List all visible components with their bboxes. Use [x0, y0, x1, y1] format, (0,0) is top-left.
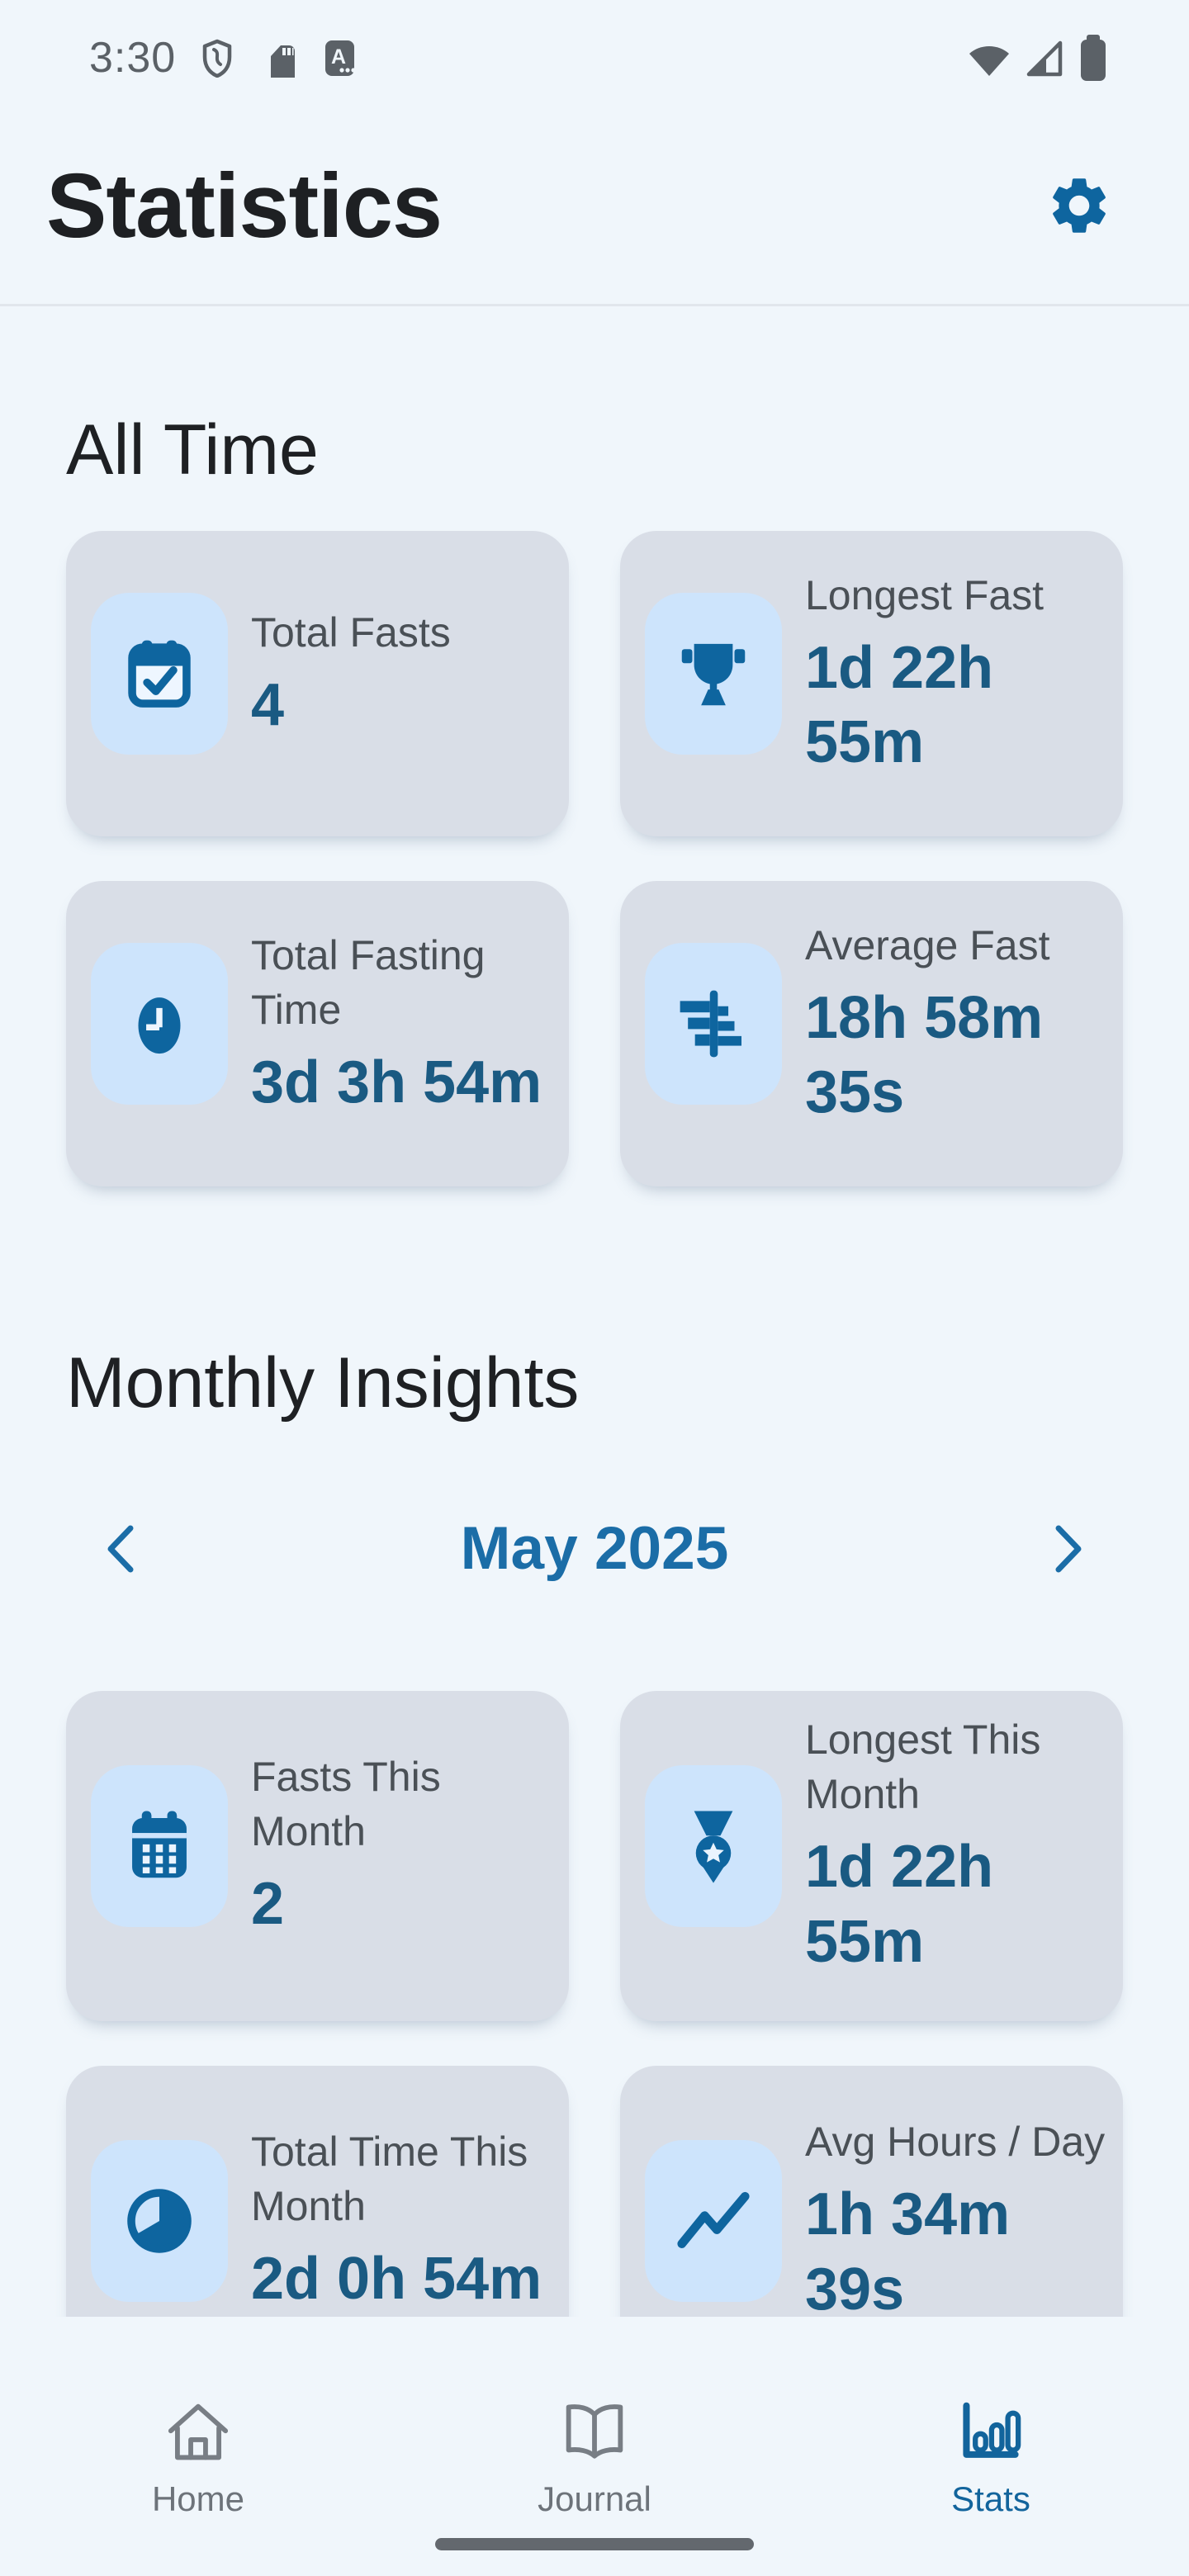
- stat-icon-chip: [645, 593, 782, 755]
- scroll-content[interactable]: All Time Total Fasts 4: [0, 306, 1189, 2317]
- stat-text: Total Fasts 4: [251, 605, 552, 743]
- trophy-icon: [681, 644, 746, 706]
- book-icon: [566, 2404, 623, 2459]
- stat-text: Avg Hours / Day 1h 34m 39s: [805, 2114, 1106, 2317]
- selected-month-label: May 2025: [460, 1515, 729, 1583]
- stat-text: Total Fasting Time 3d 3h 54m: [251, 928, 552, 1120]
- stat-icon-chip: [91, 593, 228, 755]
- cell-signal-icon: [1026, 40, 1063, 77]
- stat-text: Longest This Month 1d 22h 55m: [805, 1712, 1106, 1979]
- stat-text: Total Time This Month 2d 0h 54m: [251, 2124, 552, 2317]
- stat-value: 3d 3h 54m: [251, 1049, 542, 1115]
- stat-card-total-time-this-month: Total Time This Month 2d 0h 54m: [66, 2065, 569, 2317]
- previous-month-button[interactable]: [66, 1499, 173, 1598]
- calendar-month-icon: [132, 1811, 187, 1878]
- nav-item-stats[interactable]: Stats: [793, 2373, 1189, 2543]
- stat-icon-chip: [645, 1764, 782, 1927]
- stat-card-longest-this-month: Longest This Month 1d 22h 55m: [620, 1690, 1123, 2021]
- stat-card-total-fasts: Total Fasts 4: [66, 531, 569, 837]
- header-divider: [0, 304, 1189, 306]
- page-title: Statistics: [46, 154, 443, 257]
- stat-label: Fasts This Month: [251, 1754, 441, 1855]
- nav-label-stats: Stats: [951, 2479, 1030, 2518]
- stat-icon-chip: [91, 2139, 228, 2302]
- letter-a-box-icon: A: [325, 40, 356, 76]
- timelapse-icon: [127, 2188, 192, 2253]
- stat-value: 4: [251, 671, 285, 738]
- stat-text: Longest Fast 1d 22h 55m: [805, 568, 1106, 780]
- sd-card-icon: [271, 45, 296, 78]
- wifi-icon: [969, 46, 1009, 76]
- battery-icon: [1081, 35, 1106, 81]
- status-bar-right: [966, 33, 1110, 83]
- stat-card-total-fasting-time: Total Fasting Time 3d 3h 54m: [66, 881, 569, 1187]
- monthly-cards: Fasts This Month 2 Longest This Month 1d…: [66, 1690, 1123, 2317]
- nav-item-home[interactable]: Home: [0, 2373, 396, 2543]
- stat-label: Average Fast: [805, 921, 1050, 968]
- stat-value: 18h 58m 35s: [805, 984, 1044, 1126]
- gear-icon: [1053, 178, 1106, 233]
- shield-icon: [202, 39, 232, 78]
- medal-icon: [694, 1811, 733, 1883]
- trending-up-icon: [677, 2191, 750, 2248]
- clock-icon: [138, 997, 181, 1054]
- stat-value: 2d 0h 54m: [251, 2246, 542, 2313]
- all-time-cards: Total Fasts 4 Longest Fast 1d 22: [66, 531, 1123, 1187]
- status-bar-left: 3:30 A: [89, 33, 359, 83]
- all-time-heading: All Time: [66, 410, 319, 490]
- nav-label-journal: Journal: [538, 2479, 651, 2518]
- home-icon: [168, 2403, 229, 2460]
- stat-value: 1d 22h 55m: [805, 634, 994, 776]
- chevron-left-icon: [107, 1525, 134, 1573]
- stat-value: 1d 22h 55m: [805, 1833, 994, 1975]
- stat-label: Total Fasts: [251, 608, 451, 656]
- stat-card-fasts-this-month: Fasts This Month 2: [66, 1690, 569, 2021]
- month-navigator: May 2025: [66, 1499, 1123, 1598]
- stat-text: Fasts This Month 2: [251, 1750, 552, 1942]
- stat-label: Longest Fast: [805, 571, 1045, 618]
- stat-label: Total Fasting Time: [251, 931, 486, 1033]
- stat-label: Total Time This Month: [251, 2129, 528, 2230]
- average-bars-icon: [680, 990, 741, 1058]
- status-bar: 3:30 A: [0, 0, 1189, 107]
- bottom-navigation: Home Journal Stats: [0, 2373, 1189, 2543]
- header: Statistics: [0, 107, 1189, 304]
- stat-value: 1h 34m 39s: [805, 2181, 1011, 2317]
- stat-label: Avg Hours / Day: [805, 2118, 1106, 2165]
- monthly-insights-heading: Monthly Insights: [66, 1343, 580, 1423]
- calendar-check-icon: [128, 640, 191, 708]
- settings-button[interactable]: [1034, 160, 1125, 251]
- nav-item-journal[interactable]: Journal: [396, 2373, 793, 2543]
- nav-label-home: Home: [151, 2479, 245, 2518]
- stat-label: Longest This Month: [805, 1716, 1041, 1817]
- svg-text:A: A: [331, 45, 346, 69]
- stat-card-average-fast: Average Fast 18h 58m 35s: [620, 881, 1123, 1187]
- home-indicator-bar[interactable]: [435, 2538, 754, 2550]
- next-month-button[interactable]: [1016, 1499, 1123, 1598]
- bar-chart-icon: [963, 2402, 1021, 2458]
- stat-icon-chip: [645, 2139, 782, 2302]
- stat-text: Average Fast 18h 58m 35s: [805, 918, 1106, 1130]
- stat-card-avg-hours-per-day: Avg Hours / Day 1h 34m 39s: [620, 2065, 1123, 2317]
- stat-card-longest-fast: Longest Fast 1d 22h 55m: [620, 531, 1123, 837]
- stat-icon-chip: [91, 943, 228, 1106]
- status-time: 3:30: [89, 34, 177, 82]
- chevron-right-icon: [1055, 1525, 1082, 1573]
- stat-value: 2: [251, 1871, 285, 1938]
- stat-icon-chip: [645, 943, 782, 1106]
- stat-icon-chip: [91, 1764, 228, 1927]
